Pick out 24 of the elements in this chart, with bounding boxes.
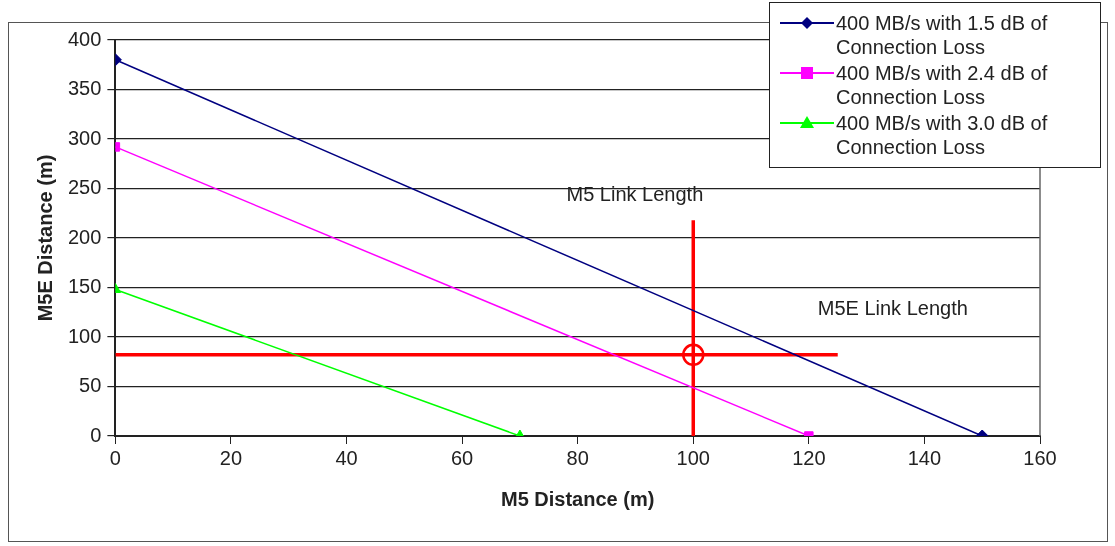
y-tick-label: 350 [67,77,102,100]
y-tick-label: 300 [67,126,102,149]
x-tick-label: 160 [1023,446,1057,469]
y-tick-label: 400 [67,27,102,50]
x-tick-label: 60 [450,446,474,469]
x-axis-title: M5 Distance (m) [501,487,655,510]
x-tick-label: 80 [566,446,589,469]
y-tick-label: 0 [90,423,102,446]
x-tick-label: 100 [676,446,710,469]
y-tick-label: 100 [67,324,102,347]
x-tick-label: 120 [792,446,826,469]
y-tick-label: 200 [67,225,102,248]
y-tick-label: 50 [79,374,102,397]
x-tick-label: 20 [219,446,243,469]
x-tick-label: 40 [335,446,358,469]
y-tick-label: 250 [67,176,102,199]
x-tick-label: 0 [109,446,121,469]
legend-label: 400 MB/s with 3.0 dB of Connection Loss [836,111,1049,159]
y-tick-label: 150 [67,275,102,298]
legend-label: 400 MB/s with 2.4 dB of Connection Loss [836,61,1049,109]
legend-label: 400 MB/s with 1.5 dB of Connection Loss [836,11,1049,59]
y-axis-title: M5E Distance (m) [33,154,56,322]
annotation: M5E Link Length [817,297,968,320]
x-tick-label: 140 [907,446,942,469]
